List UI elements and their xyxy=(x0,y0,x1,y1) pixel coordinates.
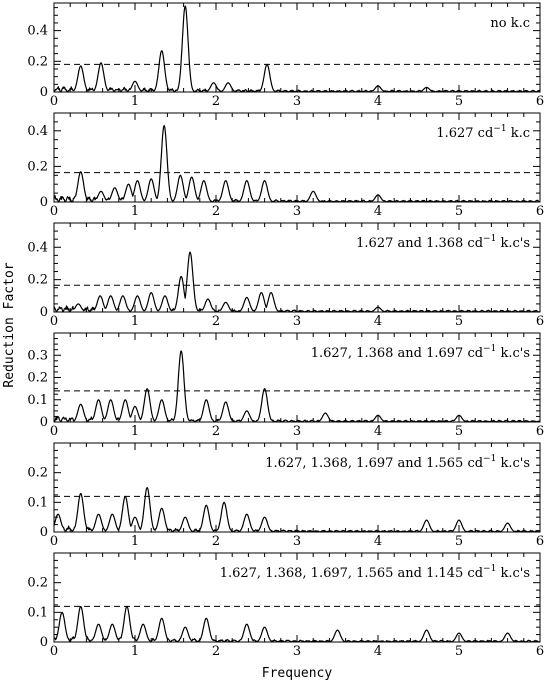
panel-5: 0 1 2 3 4 5 6 0 0.1 0.2 1.627, 1.368, 1.697 and 1.… xyxy=(27,442,544,549)
panel-label-exponent: −1 xyxy=(483,564,496,574)
panel-label-suffix: k.c's xyxy=(496,566,530,581)
x-tick-label: 1 xyxy=(131,644,139,659)
x-tick-label: 2 xyxy=(212,204,220,219)
panel-6: 0 1 2 3 4 5 6 0 0.1 0.2 1.627, 1.368, 1.697, 1.565… xyxy=(27,552,544,659)
panel-label: 1.627, 1.368, 1.697, 1.565 and 1.145 cd−… xyxy=(220,564,530,581)
y-tick-label: 0 xyxy=(40,525,48,540)
y-tick-label: 0.4 xyxy=(27,240,48,255)
x-tick-label: 0 xyxy=(50,204,58,219)
panel-label-exponent: −1 xyxy=(483,234,496,244)
x-tick-label: 1 xyxy=(131,204,139,219)
y-tick-label: 0.3 xyxy=(27,348,48,363)
panel-label-exponent: −1 xyxy=(483,454,496,464)
periodogram-curve xyxy=(53,5,541,93)
panel-label-main: 1.627 and 1.368 cd xyxy=(356,236,483,251)
x-tick-label: 0 xyxy=(50,534,58,549)
y-tick-label: 0.2 xyxy=(27,466,48,481)
x-tick-label: 1 xyxy=(131,314,139,329)
x-tick-label: 3 xyxy=(293,424,301,439)
y-tick-label: 0 xyxy=(40,305,48,320)
panel-label: 1.627 cd−1 k.c xyxy=(436,124,530,141)
panel-label-exponent: −1 xyxy=(483,344,496,354)
panel-1: 0 1 2 3 4 5 6 0 0.2 0.4 no k.c xyxy=(27,2,544,109)
y-tick-label: 0 xyxy=(40,195,48,210)
panel-label-suffix: k.c's xyxy=(496,236,530,251)
x-tick-label: 5 xyxy=(455,424,463,439)
periodogram-curve xyxy=(53,350,541,423)
panel-label-main: 1.627 cd xyxy=(436,126,493,141)
y-tick-label: 0.1 xyxy=(27,605,48,620)
x-tick-label: 3 xyxy=(293,94,301,109)
x-tick-label: 5 xyxy=(455,534,463,549)
periodogram-curve xyxy=(53,124,541,203)
x-tick-label: 5 xyxy=(455,94,463,109)
x-tick-label: 6 xyxy=(536,424,544,439)
x-tick-label: 2 xyxy=(212,94,220,109)
x-tick-label: 3 xyxy=(293,644,301,659)
panel-label-main: 1.627, 1.368, 1.697, 1.565 and 1.145 cd xyxy=(220,566,483,581)
panel-label-exponent: −1 xyxy=(493,124,506,134)
y-tick-label: 0.2 xyxy=(27,273,48,288)
y-tick-label: 0.2 xyxy=(27,576,48,591)
x-tick-label: 5 xyxy=(455,314,463,329)
x-tick-label: 6 xyxy=(536,644,544,659)
y-tick-label: 0.1 xyxy=(27,393,48,408)
x-tick-label: 2 xyxy=(212,644,220,659)
x-tick-label: 5 xyxy=(455,644,463,659)
x-tick-label: 6 xyxy=(536,314,544,329)
x-tick-label: 2 xyxy=(212,534,220,549)
x-tick-label: 6 xyxy=(536,94,544,109)
periodogram-curve xyxy=(53,487,541,533)
x-tick-label: 6 xyxy=(536,204,544,219)
panel-label: 1.627, 1.368 and 1.697 cd−1 k.c's xyxy=(311,344,530,361)
y-axis-title: Reduction Factor xyxy=(2,262,17,387)
x-tick-label: 5 xyxy=(455,204,463,219)
x-tick-label: 4 xyxy=(374,534,382,549)
panel-label-suffix: k.c's xyxy=(496,456,530,471)
x-tick-label: 4 xyxy=(374,94,382,109)
panel-label: 1.627, 1.368, 1.697 and 1.565 cd−1 k.c's xyxy=(265,454,530,471)
x-tick-label: 2 xyxy=(212,424,220,439)
y-tick-label: 0.4 xyxy=(27,24,48,39)
panels-group: 0 1 2 3 4 5 6 0 0.2 0.4 no k.c 0 1 2 3 4 5 6 0 0.2 0.4 1.627 … xyxy=(27,2,544,659)
y-tick-label: 0.2 xyxy=(27,54,48,69)
x-tick-label: 6 xyxy=(536,534,544,549)
panel-label-suffix: k.c's xyxy=(496,346,530,361)
x-tick-label: 2 xyxy=(212,314,220,329)
y-tick-label: 0.2 xyxy=(27,159,48,174)
x-tick-label: 3 xyxy=(293,534,301,549)
x-tick-label: 3 xyxy=(293,204,301,219)
y-tick-label: 0.1 xyxy=(27,495,48,510)
panel-label-suffix: k.c xyxy=(507,126,530,141)
x-tick-label: 0 xyxy=(50,644,58,659)
periodogram-curve xyxy=(53,251,541,313)
panel-2: 0 1 2 3 4 5 6 0 0.2 0.4 1.627 cd−1 k.c xyxy=(27,112,544,219)
x-tick-label: 0 xyxy=(50,424,58,439)
x-tick-label: 4 xyxy=(374,314,382,329)
x-tick-label: 1 xyxy=(131,534,139,549)
x-tick-label: 4 xyxy=(374,204,382,219)
x-axis-title: Frequency xyxy=(262,666,333,681)
y-tick-label: 0.4 xyxy=(27,124,48,139)
periodogram-curve xyxy=(53,605,541,643)
panel-label-main: 1.627, 1.368, 1.697 and 1.565 cd xyxy=(265,456,483,471)
panel-3: 0 1 2 3 4 5 6 0 0.2 0.4 1.627 and 1.368 cd−1 k.c's xyxy=(27,222,544,329)
y-tick-label: 0.2 xyxy=(27,371,48,386)
panel-frame xyxy=(53,2,541,93)
panel-4: 0 1 2 3 4 5 6 0 0.1 0.2 0.3 1.627, 1.368 and 1.697 … xyxy=(27,332,544,439)
y-tick-label: 0 xyxy=(40,635,48,650)
y-tick-label: 0 xyxy=(40,85,48,100)
x-tick-label: 0 xyxy=(50,94,58,109)
panel-label-main: 1.627, 1.368 and 1.697 cd xyxy=(311,346,483,361)
x-tick-label: 0 xyxy=(50,314,58,329)
x-tick-label: 1 xyxy=(131,424,139,439)
x-tick-label: 1 xyxy=(131,94,139,109)
panel-label: no k.c xyxy=(490,16,530,31)
x-tick-label: 3 xyxy=(293,314,301,329)
panel-label: 1.627 and 1.368 cd−1 k.c's xyxy=(356,234,530,251)
y-tick-label: 0 xyxy=(40,415,48,430)
x-tick-label: 4 xyxy=(374,644,382,659)
x-tick-label: 4 xyxy=(374,424,382,439)
